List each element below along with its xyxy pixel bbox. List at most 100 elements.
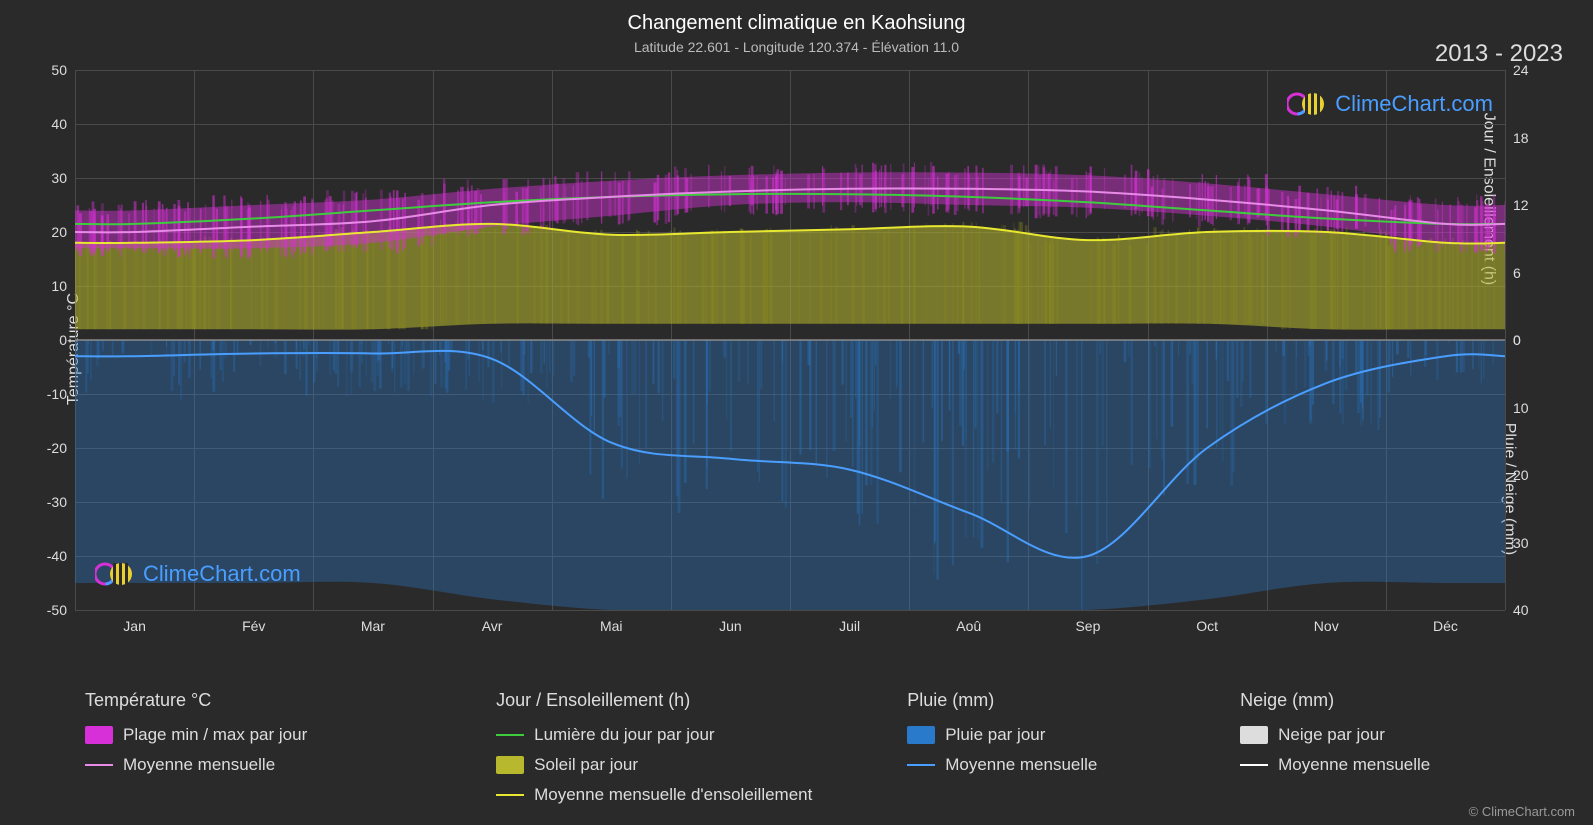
sun-streak xyxy=(144,242,146,329)
temp-streak xyxy=(189,208,191,259)
rain-streak xyxy=(603,340,605,398)
rain-streak xyxy=(709,340,712,391)
sun-streak xyxy=(1334,230,1336,329)
rain-streak xyxy=(1309,340,1311,346)
sun-streak xyxy=(1153,227,1156,324)
rain-streak xyxy=(546,340,547,389)
rain-streak xyxy=(188,340,190,345)
temp-streak xyxy=(1019,173,1020,213)
temp-streak xyxy=(780,171,783,214)
rain-streak xyxy=(1407,340,1409,358)
sun-streak xyxy=(1484,238,1486,329)
watermark-text: ClimeChart.com xyxy=(143,561,301,587)
temp-streak xyxy=(872,163,874,213)
temp-streak xyxy=(79,213,82,255)
temp-streak xyxy=(753,176,754,215)
temp-streak xyxy=(89,208,91,252)
rain-streak xyxy=(1029,340,1031,508)
temp-streak xyxy=(1189,184,1191,217)
rain-streak xyxy=(121,340,124,354)
rain-streak xyxy=(439,340,440,355)
sun-streak xyxy=(648,231,650,324)
right-bottom-tick-label: 0 xyxy=(1513,332,1521,348)
rain-streak xyxy=(1309,340,1311,421)
legend-item: Moyenne mensuelle d'ensoleillement xyxy=(496,785,887,805)
rain-streak xyxy=(782,340,783,363)
rain-streak xyxy=(492,340,495,403)
rain-streak xyxy=(1227,340,1230,381)
temp-streak xyxy=(294,201,296,251)
rain-streak xyxy=(407,340,410,391)
rain-streak xyxy=(1332,340,1335,404)
rain-streak xyxy=(673,340,676,379)
sun-streak xyxy=(862,234,865,323)
temp-streak xyxy=(890,164,891,210)
rain-streak xyxy=(890,340,892,399)
sun-streak xyxy=(473,220,474,324)
rain-streak xyxy=(707,340,708,403)
copyright: © ClimeChart.com xyxy=(1469,804,1575,819)
rain-streak xyxy=(1018,340,1021,391)
sun-streak xyxy=(926,223,927,324)
rain-streak xyxy=(977,340,980,540)
sun-streak xyxy=(944,223,946,323)
rain-streak xyxy=(316,340,317,371)
rain-streak xyxy=(352,340,353,371)
rain-streak xyxy=(693,340,695,444)
rain-streak xyxy=(171,340,174,391)
sun-streak xyxy=(1118,235,1119,324)
right-top-tick-label: 18 xyxy=(1513,130,1529,146)
sun-streak xyxy=(1342,237,1344,330)
rain-streak xyxy=(365,340,367,377)
sun-streak xyxy=(1162,229,1164,323)
rain-streak xyxy=(573,340,576,376)
rain-streak xyxy=(1191,340,1193,385)
sun-streak xyxy=(976,222,977,323)
rain-streak xyxy=(413,340,415,375)
rain-streak xyxy=(465,340,466,390)
temp-streak xyxy=(142,203,144,253)
sun-streak xyxy=(884,232,886,324)
sun-streak xyxy=(740,228,743,324)
rain-streak xyxy=(173,340,175,376)
rain-streak xyxy=(1220,340,1221,437)
month-label: Mai xyxy=(600,618,623,634)
right-bottom-tick-label: 10 xyxy=(1513,400,1529,416)
year-range: 2013 - 2023 xyxy=(1435,40,1563,68)
rain-streak xyxy=(308,340,310,345)
rain-streak xyxy=(773,340,775,422)
rain-streak xyxy=(338,340,340,352)
temp-streak xyxy=(1316,189,1318,234)
rain-streak xyxy=(434,340,436,384)
rain-streak xyxy=(523,340,525,355)
temp-streak xyxy=(1457,197,1459,245)
sun-streak xyxy=(483,229,485,324)
sun-streak xyxy=(1418,244,1419,329)
rain-streak xyxy=(1242,340,1244,382)
left-tick-label: -50 xyxy=(47,602,67,618)
rain-streak xyxy=(222,340,224,382)
rain-streak xyxy=(871,340,873,428)
sun-streak xyxy=(820,233,823,323)
temp-streak xyxy=(822,169,825,213)
sun-streak xyxy=(1223,237,1226,324)
rain-streak xyxy=(299,340,301,380)
rain-streak xyxy=(1099,340,1101,355)
right-bottom-tick-label: 20 xyxy=(1513,467,1529,483)
sun-streak xyxy=(431,234,432,329)
rain-streak xyxy=(1355,340,1357,374)
sun-streak xyxy=(971,222,974,323)
sun-streak xyxy=(204,235,206,329)
temp-streak xyxy=(399,199,400,248)
sun-streak xyxy=(1168,230,1169,324)
temp-streak xyxy=(1025,177,1028,206)
temp-streak xyxy=(1035,165,1038,218)
sun-streak xyxy=(166,242,169,329)
sun-streak xyxy=(560,237,563,324)
sun-streak xyxy=(670,231,672,324)
legend-item: Lumière du jour par jour xyxy=(496,725,887,745)
sun-streak xyxy=(723,231,725,324)
month-label: Nov xyxy=(1314,618,1339,634)
legend-item: Moyenne mensuelle xyxy=(85,755,476,775)
temp-streak xyxy=(145,200,146,252)
